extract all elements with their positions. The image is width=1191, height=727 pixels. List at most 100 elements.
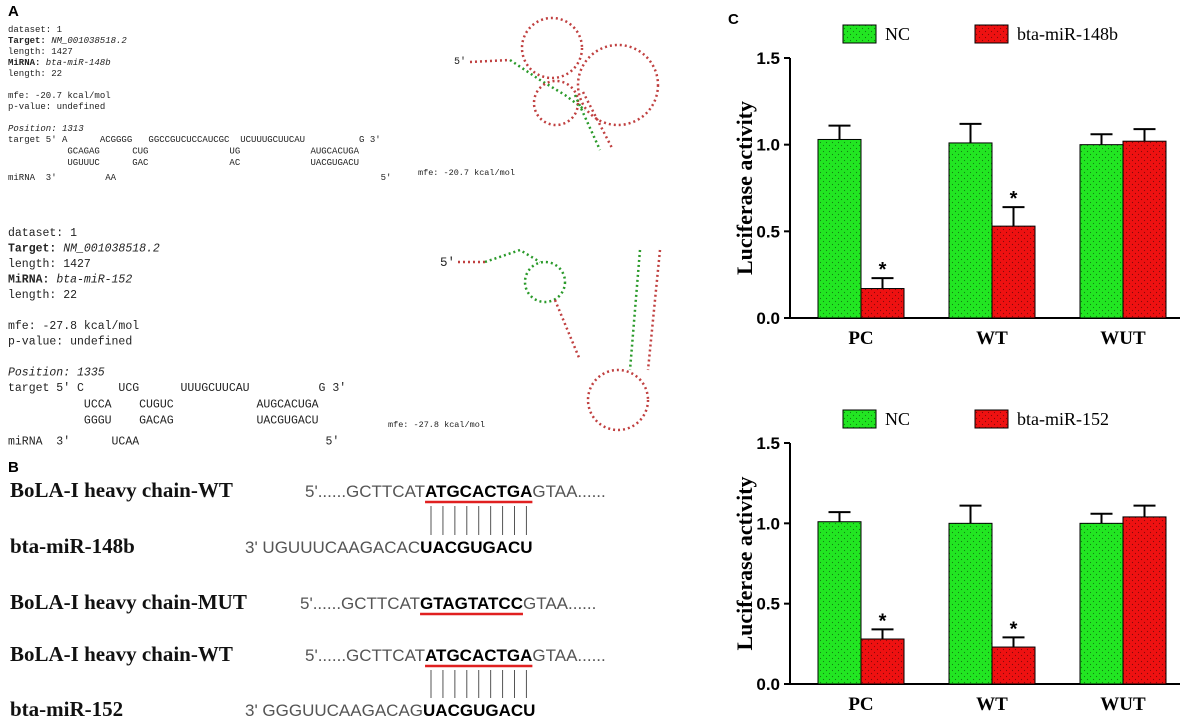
bar [948,142,993,319]
mirna-part: bta-miR-152 [56,274,132,287]
y-tick-label: 0.5 [756,595,780,614]
legend-label: NC [885,409,910,429]
sequence-suffix: GTAA...... [532,482,605,501]
sequence-name: BoLA-I heavy chain-WT [10,642,233,666]
significance-mark: * [879,259,887,281]
y-tick-label: 0.0 [756,675,780,694]
alignment-line: UCCA CUGUC AUGCACUGA [8,398,319,411]
target-length: length: 1427 [8,47,73,57]
error-bar [828,124,851,140]
dataset: dataset: 1 [8,25,62,35]
sequence-prefix: 3' GGGUUCAAGACAG [245,701,423,720]
alignment-line-part: target 5' C UCG UUUGCUUCAU G 3' [8,382,346,395]
legend-label: bta-miR-152 [1017,409,1109,429]
sequence-site: ATGCACTGA [425,482,532,501]
error-bar [871,628,894,640]
alignment-line: GGGU GACAG UACGUGACU [8,415,319,428]
sequence-name: BoLA-I heavy chain-MUT [10,590,247,614]
alignment-line: target 5' A ACGGGG GGCCGUCUCCAUCGC UCUUU… [8,135,381,145]
target-part: NM_001038518.2 [63,243,160,256]
target-part: NM_001038518.2 [51,36,127,46]
mirna-part: bta-miR-148b [46,58,111,68]
significance-mark: * [879,610,887,632]
alignment-line: miRNA 3' AA 5' [8,173,391,183]
x-tick-label: WUT [1100,694,1146,715]
y-axis-label: Luciferase activity [732,101,757,275]
target: Target: NM_001038518.2 [8,243,160,256]
mirna-part: MiRNA: [8,274,49,287]
y-tick-label: 1.0 [756,136,780,155]
alignment-line-part: miRNA 3' UCAA 5' [8,435,339,448]
legend-label: NC [885,24,910,44]
bar [1122,516,1167,685]
bar [1079,144,1124,319]
mirna-length: length: 22 [8,69,62,79]
dataset-part: dataset: 1 [8,227,77,240]
error-bar [959,504,982,524]
x-tick-label: PC [848,694,873,715]
sequence: 5'......GCTTCATATGCACTGAGTAA...... [305,482,606,501]
position: Position: 1335 [8,367,105,380]
y-tick-label: 1.5 [756,434,780,453]
target-part: Target: [8,36,46,46]
error-bar [1090,512,1113,524]
error-bar [959,122,982,143]
legend-swatch [842,409,877,429]
target: Target: NM_001038518.2 [8,36,127,46]
p-value-part: p-value: undefined [8,336,132,349]
alignment-line-part: target 5' A ACGGGG GGCCGUCUCCAUCGC UCUUU… [8,135,381,145]
position-part: Position: 1335 [8,367,105,380]
p-value-part: p-value: undefined [8,102,105,112]
bar [860,288,905,319]
structure-sketch [458,16,662,432]
y-tick-label: 0.5 [756,222,780,241]
sequence-name: bta-miR-152 [10,697,123,721]
sequence-prefix: 5'......GCTTCAT [305,646,425,665]
significance-mark: * [1010,618,1018,640]
mirna-length: length: 22 [8,289,77,302]
x-tick-label: WT [976,328,1008,349]
bar [991,225,1036,319]
x-tick-label: WT [976,694,1008,715]
legend-swatch [842,24,877,44]
alignment-line-part: UCCA CUGUC AUGCACUGA [8,398,319,411]
error-bar [1002,636,1025,648]
mfe: mfe: -20.7 kcal/mol [8,91,111,101]
sequence-site: UACGUGACU [420,538,532,557]
structure-5prime: 5' [440,256,455,270]
position: Position: 1313 [8,124,84,134]
sequence-name: BoLA-I heavy chain-WT [10,478,233,502]
y-tick-label: 1.5 [756,49,780,68]
dataset: dataset: 1 [8,227,77,240]
error-bar [1002,206,1025,227]
mfe-part: mfe: -20.7 kcal/mol [8,91,111,101]
alignment-line: miRNA 3' UCAA 5' [8,435,339,448]
sequence-site: GTAGTATCC [420,594,523,613]
legend-swatch [974,409,1009,429]
mirna-part: MiRNA: [8,58,40,68]
bar [860,638,905,685]
position-part: Position: 1313 [8,124,84,134]
sequence-name: bta-miR-148b [10,534,135,558]
sequence: 3' GGGUUCAAGACAGUACGUGACU [245,701,535,720]
sequence-prefix: 3' UGUUUCAAGACAC [245,538,420,557]
error-bar [1133,128,1156,142]
alignment-line: GCAGAG CUG UG AUGCACUGA [8,147,360,157]
alignment-line: target 5' C UCG UUUGCUUCAU G 3' [8,382,346,395]
bar [991,646,1036,685]
y-tick-label: 0.0 [756,309,780,328]
sequence-suffix: GTAA...... [523,594,596,613]
bar [817,521,862,685]
error-bar [1090,133,1113,145]
legend-label: bta-miR-148b [1017,24,1118,44]
panel-label: A [8,3,19,20]
panel-label: B [8,459,19,476]
alignment-line-part: GCAGAG CUG UG AUGCACUGA [8,147,360,157]
error-bar [871,277,894,289]
error-bar [828,511,851,522]
mirna-length-part: length: 22 [8,289,77,302]
bar [817,138,862,319]
x-tick-label: PC [848,328,873,349]
